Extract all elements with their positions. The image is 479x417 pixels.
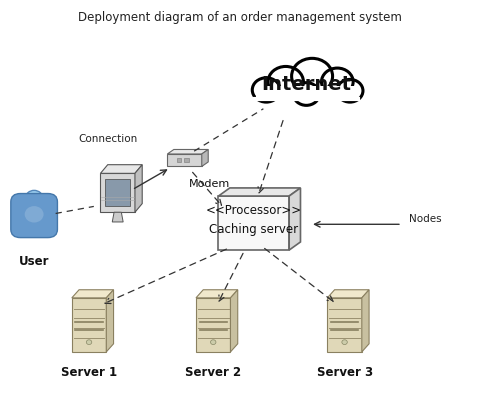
FancyBboxPatch shape (327, 298, 362, 352)
Circle shape (321, 68, 353, 95)
Circle shape (86, 340, 92, 344)
Polygon shape (327, 290, 369, 298)
Text: Modem: Modem (189, 179, 230, 189)
Circle shape (342, 340, 347, 344)
Circle shape (337, 79, 363, 102)
Text: Server 3: Server 3 (317, 367, 373, 379)
FancyBboxPatch shape (255, 86, 358, 100)
Polygon shape (202, 149, 208, 166)
Polygon shape (230, 290, 238, 352)
Circle shape (292, 58, 332, 94)
Polygon shape (167, 149, 208, 154)
Circle shape (293, 83, 319, 106)
Circle shape (252, 78, 280, 102)
Polygon shape (112, 212, 123, 222)
Text: Server 1: Server 1 (61, 367, 117, 379)
Polygon shape (218, 188, 300, 196)
FancyBboxPatch shape (101, 173, 135, 212)
Text: Server 2: Server 2 (185, 367, 241, 379)
FancyBboxPatch shape (256, 86, 357, 100)
FancyBboxPatch shape (11, 193, 57, 238)
FancyBboxPatch shape (218, 196, 289, 250)
Text: <<Processor>>
Caching server: <<Processor>> Caching server (206, 204, 302, 236)
FancyBboxPatch shape (72, 298, 106, 352)
FancyBboxPatch shape (167, 154, 202, 166)
Polygon shape (101, 165, 142, 173)
Circle shape (25, 191, 43, 205)
Polygon shape (362, 290, 369, 352)
Polygon shape (289, 188, 300, 250)
Text: Connection: Connection (79, 134, 138, 144)
FancyBboxPatch shape (177, 158, 182, 162)
FancyBboxPatch shape (196, 298, 230, 352)
Circle shape (25, 206, 44, 223)
Circle shape (268, 66, 303, 97)
FancyBboxPatch shape (184, 158, 189, 162)
Text: User: User (19, 255, 49, 268)
Polygon shape (72, 290, 114, 298)
Text: Nodes: Nodes (409, 214, 442, 224)
Polygon shape (135, 165, 142, 212)
Circle shape (210, 340, 216, 344)
Polygon shape (106, 290, 114, 352)
Text: Deployment diagram of an order management system: Deployment diagram of an order managemen… (78, 11, 401, 24)
FancyBboxPatch shape (105, 179, 130, 206)
Polygon shape (196, 290, 238, 298)
Text: Internet: Internet (262, 75, 352, 94)
